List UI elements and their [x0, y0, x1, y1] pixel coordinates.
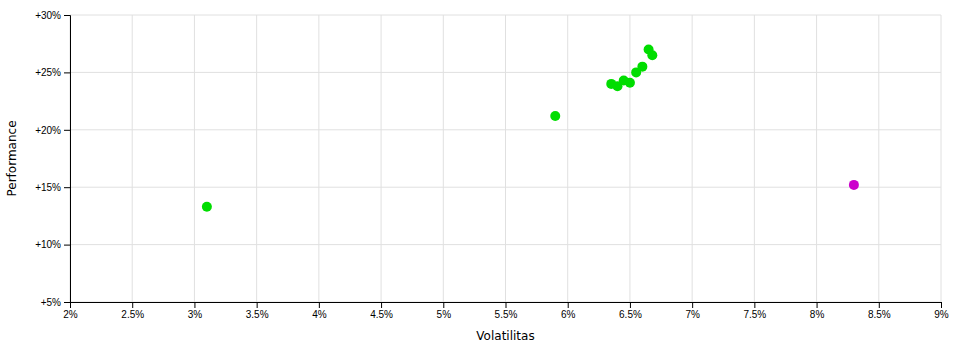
x-tick-label: 7%: [685, 309, 700, 320]
x-tick-mark: [443, 302, 444, 308]
x-tick-mark: [941, 302, 942, 308]
x-tick-label: 5%: [437, 309, 452, 320]
x-axis-line: [71, 303, 942, 309]
x-tick: 4%: [312, 302, 327, 320]
x-grid-line: [132, 15, 133, 302]
x-grid-line: [941, 15, 942, 302]
y-tick: +5%: [41, 297, 70, 308]
x-tick-mark: [381, 302, 382, 308]
y-tick: +10%: [35, 239, 70, 250]
x-tick: 4.5%: [370, 302, 393, 320]
x-tick: 7.5%: [743, 302, 766, 320]
point: [202, 202, 212, 212]
x-grid-line: [256, 15, 257, 302]
y-tick-mark: [64, 15, 70, 16]
x-tick-label: 6.5%: [619, 309, 642, 320]
y-grid-line: [70, 129, 941, 130]
x-tick-mark: [692, 302, 693, 308]
y-tick-label: +5%: [41, 297, 61, 308]
x-tick-mark: [754, 302, 755, 308]
x-tick-label: 2.5%: [121, 309, 144, 320]
y-tick: +20%: [35, 125, 70, 136]
series: [202, 44, 657, 211]
x-tick: 7%: [685, 302, 700, 320]
x-tick-mark: [132, 302, 133, 308]
point: [849, 180, 859, 190]
y-tick: +25%: [35, 67, 70, 78]
y-tick-label: +15%: [35, 182, 61, 193]
x-tick-label: 4%: [312, 309, 327, 320]
x-axis: 2% 2.5% 3% 3.5% 4% 4.5% 5% 5.5% 6% 6.5% 7% 7.5% 8% 8.…: [63, 302, 949, 320]
x-tick-mark: [817, 302, 818, 308]
point: [647, 50, 657, 60]
x-tick-label: 3.5%: [246, 309, 269, 320]
x-tick: 8.5%: [868, 302, 891, 320]
point: [625, 78, 635, 88]
y-grid-line: [70, 244, 941, 245]
y-grid-line: [70, 72, 941, 73]
x-tick-label: 6%: [561, 309, 576, 320]
x-tick-label: 9%: [934, 309, 949, 320]
x-tick-label: 8%: [810, 309, 825, 320]
point: [550, 111, 560, 121]
x-grid-line: [878, 15, 879, 302]
x-grid-line: [816, 15, 817, 302]
x-tick: 2%: [63, 302, 78, 320]
plot-area: 2% 2.5% 3% 3.5% 4% 4.5% 5% 5.5% 6% 6.5% 7% 7.5% 8% 8.…: [35, 10, 949, 320]
y-tick-mark: [64, 245, 70, 246]
point: [637, 62, 647, 72]
x-grid-line: [194, 15, 195, 302]
y-tick: +15%: [35, 182, 70, 193]
x-tick: 5%: [437, 302, 452, 320]
y-tick-mark: [64, 302, 70, 303]
x-grid-line: [629, 15, 630, 302]
x-tick: 8%: [810, 302, 825, 320]
x-tick: 2.5%: [121, 302, 144, 320]
x-tick: 6%: [561, 302, 576, 320]
x-tick-mark: [568, 302, 569, 308]
chart: 2% 2.5% 3% 3.5% 4% 4.5% 5% 5.5% 6% 6.5% 7% 7.5% 8% 8.…: [0, 0, 966, 350]
points: [202, 44, 859, 211]
y-tick-mark: [64, 187, 70, 188]
x-tick: 3%: [188, 302, 203, 320]
x-grid-line: [381, 15, 382, 302]
x-grid-line: [443, 15, 444, 302]
x-tick-mark: [630, 302, 631, 308]
x-grid-line: [318, 15, 319, 302]
y-grid-line: [70, 15, 941, 16]
x-tick-mark: [257, 302, 258, 308]
y-tick: +30%: [35, 10, 70, 21]
y-tick-mark: [64, 130, 70, 131]
x-tick-label: 3%: [188, 309, 203, 320]
series: [849, 180, 859, 190]
x-tick-mark: [506, 302, 507, 308]
y-grid-line: [70, 187, 941, 188]
x-tick-label: 4.5%: [370, 309, 393, 320]
x-grid-line: [754, 15, 755, 302]
x-tick-mark: [319, 302, 320, 308]
y-tick-label: +25%: [35, 67, 61, 78]
x-tick: 3.5%: [246, 302, 269, 320]
y-tick-mark: [64, 72, 70, 73]
x-tick: 6.5%: [619, 302, 642, 320]
x-axis-title: Volatilitas: [476, 329, 534, 343]
y-tick-label: +30%: [35, 10, 61, 21]
y-axis-line: [64, 16, 71, 303]
x-tick: 5.5%: [495, 302, 518, 320]
x-grid-line: [692, 15, 693, 302]
y-axis-title: Performance: [5, 120, 19, 196]
x-tick-mark: [879, 302, 880, 308]
x-tick-label: 2%: [63, 309, 78, 320]
grid: [70, 15, 941, 302]
x-tick-label: 5.5%: [495, 309, 518, 320]
y-tick-label: +20%: [35, 125, 61, 136]
x-tick-label: 8.5%: [868, 309, 891, 320]
x-tick-label: 7.5%: [743, 309, 766, 320]
x-tick-mark: [194, 302, 195, 308]
x-tick: 9%: [934, 302, 949, 320]
x-grid-line: [505, 15, 506, 302]
x-grid-line: [567, 15, 568, 302]
y-axis: +5% +10% +15% +20% +25% +30%: [35, 10, 70, 308]
y-tick-label: +10%: [35, 239, 61, 250]
